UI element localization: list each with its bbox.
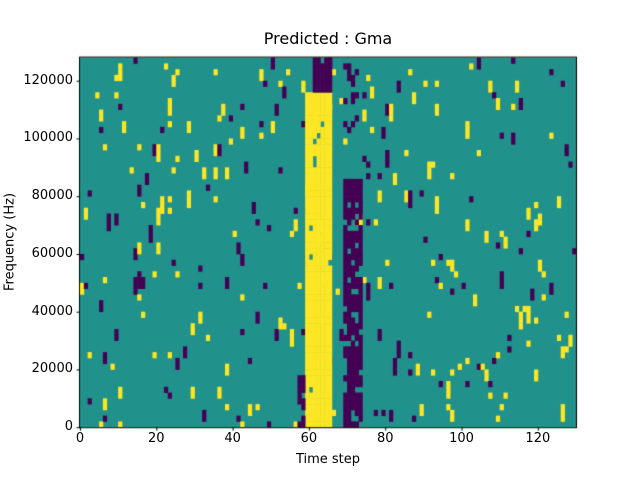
- chart-title: Predicted : Gma: [263, 29, 393, 48]
- y-tick-label: 80000: [31, 188, 73, 204]
- x-tick-label: 120: [525, 431, 551, 446]
- x-axis-label: Time step: [295, 452, 361, 467]
- x-tick-label: 80: [376, 431, 394, 446]
- x-tick-label: 60: [300, 431, 318, 446]
- y-tick-label: 120000: [23, 72, 73, 88]
- x-tick-label: 0: [75, 431, 85, 446]
- y-tick-label: 20000: [31, 361, 73, 377]
- x-tick-label: 20: [148, 431, 165, 446]
- y-tick-label: 0: [64, 419, 73, 435]
- y-tick-label: 60000: [31, 245, 73, 261]
- y-axis-label: Frequency (Hz): [2, 192, 18, 292]
- x-tick-label: 100: [449, 431, 474, 446]
- y-tick-label: 40000: [31, 303, 73, 319]
- y-tick-label: 100000: [23, 130, 73, 146]
- x-tick-label: 40: [224, 431, 241, 446]
